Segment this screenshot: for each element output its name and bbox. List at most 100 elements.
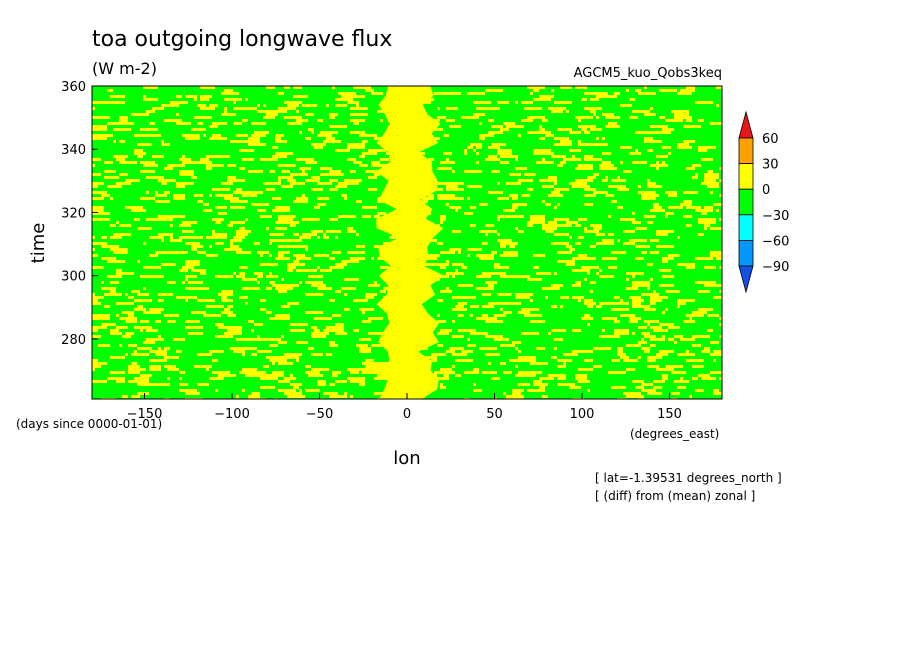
- positive-anomaly-cell: [179, 170, 194, 173]
- positive-anomaly-cell: [176, 95, 182, 98]
- positive-anomaly-cell: [464, 149, 467, 152]
- positive-anomaly-cell: [92, 335, 101, 338]
- positive-anomaly-cell: [305, 161, 317, 164]
- positive-anomaly-cell: [719, 266, 722, 269]
- positive-anomaly-cell: [143, 164, 158, 167]
- positive-anomaly-cell: [329, 125, 347, 128]
- positive-anomaly-cell: [677, 143, 689, 146]
- positive-anomaly-cell: [134, 299, 152, 302]
- x-tick-label: 0: [403, 407, 411, 422]
- positive-anomaly-cell: [122, 311, 134, 314]
- positive-anomaly-cell: [269, 374, 284, 377]
- positive-anomaly-cell: [476, 146, 482, 149]
- positive-anomaly-cell: [140, 113, 149, 116]
- positive-anomaly-cell: [209, 137, 227, 140]
- positive-anomaly-cell: [218, 374, 236, 377]
- positive-anomaly-cell: [92, 368, 95, 371]
- positive-anomaly-cell: [290, 374, 293, 377]
- positive-anomaly-cell: [278, 251, 290, 254]
- positive-anomaly-cell: [491, 251, 497, 254]
- positive-anomaly-cell: [500, 308, 503, 311]
- positive-anomaly-cell: [155, 383, 170, 386]
- positive-anomaly-cell: [632, 284, 650, 287]
- positive-anomaly-cell: [221, 182, 233, 185]
- positive-anomaly-cell: [278, 215, 296, 218]
- positive-anomaly-cell: [515, 101, 518, 104]
- positive-anomaly-cell: [653, 380, 665, 383]
- positive-anomaly-cell: [539, 386, 545, 389]
- positive-anomaly-cell: [209, 125, 218, 128]
- positive-anomaly-cell: [347, 101, 359, 104]
- positive-anomaly-cell: [203, 314, 215, 317]
- positive-anomaly-cell: [158, 215, 167, 218]
- positive-anomaly-cell: [596, 137, 599, 140]
- positive-anomaly-cell: [476, 287, 494, 290]
- positive-anomaly-cell: [566, 221, 578, 224]
- positive-anomaly-cell: [587, 272, 590, 275]
- positive-anomaly-cell: [584, 227, 587, 230]
- positive-anomaly-cell: [719, 290, 722, 293]
- chart-title: toa outgoing longwave flux: [92, 27, 392, 52]
- positive-anomaly-cell: [617, 353, 626, 356]
- positive-anomaly-cell: [197, 251, 206, 254]
- positive-anomaly-cell: [206, 236, 221, 239]
- positive-anomaly-cell: [590, 245, 596, 248]
- positive-anomaly-cell: [650, 344, 656, 347]
- positive-anomaly-cell: [551, 242, 569, 245]
- positive-anomaly-cell: [641, 332, 650, 335]
- positive-anomaly-cell: [482, 305, 494, 308]
- positive-anomaly-cell: [308, 275, 323, 278]
- positive-anomaly-cell: [329, 113, 338, 116]
- positive-anomaly-cell: [257, 251, 269, 254]
- positive-anomaly-cell: [608, 233, 614, 236]
- positive-anomaly-cell: [671, 392, 680, 395]
- positive-anomaly-cell: [362, 371, 380, 374]
- positive-anomaly-cell: [107, 122, 125, 125]
- positive-anomaly-cell: [260, 263, 278, 266]
- positive-anomaly-cell: [692, 335, 710, 338]
- positive-anomaly-cell: [584, 194, 596, 197]
- positive-anomaly-cell: [119, 161, 137, 164]
- positive-anomaly-cell: [362, 320, 371, 323]
- positive-anomaly-cell: [143, 266, 161, 269]
- positive-anomaly-cell: [452, 263, 464, 266]
- anomaly-field: [92, 86, 722, 399]
- positive-anomaly-cell: [332, 374, 338, 377]
- positive-anomaly-cell: [485, 158, 500, 161]
- positive-anomaly-cell: [524, 314, 542, 317]
- positive-anomaly-cell: [578, 218, 587, 221]
- positive-anomaly-cell: [542, 227, 557, 230]
- positive-anomaly-cell: [332, 314, 341, 317]
- positive-anomaly-cell: [101, 287, 116, 290]
- positive-anomaly-cell: [230, 239, 242, 242]
- positive-anomaly-cell: [551, 110, 563, 113]
- positive-anomaly-cell: [554, 182, 557, 185]
- positive-anomaly-cell: [515, 374, 518, 377]
- positive-anomaly-cell: [704, 284, 722, 287]
- positive-anomaly-cell: [251, 134, 266, 137]
- positive-anomaly-cell: [479, 257, 494, 260]
- positive-anomaly-cell: [251, 353, 257, 356]
- positive-anomaly-cell: [602, 152, 611, 155]
- positive-anomaly-cell: [440, 290, 452, 293]
- positive-anomaly-cell: [632, 299, 644, 302]
- positive-anomaly-cell: [266, 86, 275, 89]
- positive-anomaly-cell: [284, 86, 290, 89]
- positive-anomaly-cell: [227, 305, 233, 308]
- positive-anomaly-cell: [527, 224, 533, 227]
- positive-anomaly-cell: [704, 206, 713, 209]
- positive-anomaly-cell: [677, 299, 695, 302]
- positive-anomaly-cell: [260, 158, 278, 161]
- positive-anomaly-cell: [296, 200, 308, 203]
- positive-anomaly-cell: [620, 146, 632, 149]
- positive-anomaly-cell: [446, 119, 455, 122]
- positive-anomaly-cell: [290, 224, 296, 227]
- positive-anomaly-cell: [155, 200, 170, 203]
- positive-anomaly-cell: [623, 392, 641, 395]
- positive-anomaly-cell: [122, 335, 128, 338]
- positive-anomaly-cell: [257, 209, 266, 212]
- positive-anomaly-cell: [476, 317, 491, 320]
- positive-anomaly-cell: [329, 257, 335, 260]
- positive-anomaly-cell: [143, 98, 155, 101]
- positive-anomaly-cell: [257, 110, 275, 113]
